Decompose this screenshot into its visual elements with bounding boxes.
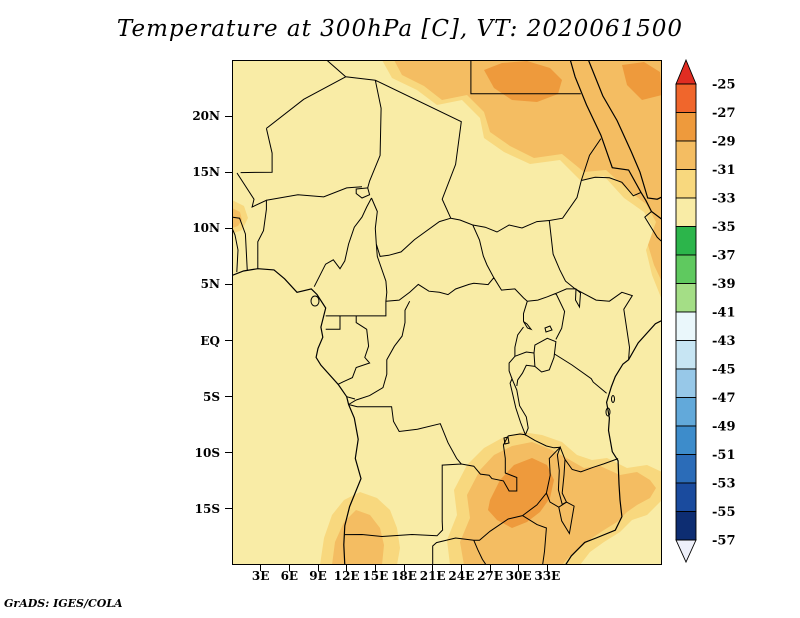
lon-tick-mark [374, 565, 376, 571]
colorbar-segment [675, 283, 697, 313]
lake-albert [523, 321, 533, 331]
lon-tick-label: 12E [333, 569, 360, 583]
lat-tick-label: EQ [200, 333, 220, 348]
lat-tick-label: 15N [192, 165, 220, 180]
lat-tick-mark [225, 340, 232, 342]
colorbar-tick-label: -55 [712, 505, 736, 520]
colorbar-top-arrow [675, 58, 697, 85]
colorbar-tick-label: -33 [712, 192, 736, 207]
lat-tick-label: 5S [202, 389, 220, 404]
colorbar-tick-label: -25 [712, 78, 736, 93]
colorbar-segment [675, 368, 697, 398]
lon-tick-mark [432, 565, 434, 571]
colorbar-tick-label: -49 [712, 420, 736, 435]
colorbar-tick-label: -35 [712, 220, 736, 235]
colorbar-tick-label: -43 [712, 334, 736, 349]
lat-tick-mark [225, 396, 232, 398]
colorbar-segment [675, 454, 697, 484]
coastline-path [232, 60, 662, 565]
lat-tick-mark [225, 283, 232, 285]
lon-tick-label: 27E [477, 569, 503, 583]
lake-victoria [533, 337, 557, 373]
lon-tick-label: 30E [505, 569, 532, 583]
lat-tick-mark [225, 171, 232, 173]
colorbar-tick-label: -31 [712, 163, 736, 178]
lon-tick-label: 24E [448, 569, 475, 583]
lon-tick-mark [346, 565, 348, 571]
colorbar-segment [675, 425, 697, 455]
colorbar-segment [675, 397, 697, 427]
lon-tick-mark [288, 565, 290, 571]
lon-tick-label: 18E [391, 569, 417, 583]
lon-tick-mark [403, 565, 405, 571]
colorbar: -25 -27 -29 -31 -33 -35 -37 -39 -41 -43 -45 -47 -49 -… [675, 58, 736, 564]
colorbar-segment [675, 169, 697, 199]
lake-turkana [574, 287, 582, 309]
lon-tick-label: 21E [419, 569, 446, 583]
lon-tick-label: 15E [362, 569, 389, 583]
lon-tick-mark [460, 565, 462, 571]
lat-tick-label: 10S [194, 445, 220, 460]
colorbar-segment [675, 311, 697, 341]
colorbar-segment [675, 140, 697, 170]
lat-tick-mark [225, 508, 232, 510]
colorbar-tick-label: -41 [712, 306, 736, 321]
lon-tick-mark [489, 565, 491, 571]
map-canvas [232, 60, 662, 565]
lake-chad [355, 187, 371, 199]
lon-tick-mark [317, 565, 319, 571]
colorbar-segment [675, 482, 697, 512]
colorbar-segment [675, 340, 697, 370]
colorbar-tick-label: -53 [712, 477, 736, 492]
colorbar-tick-label: -57 [712, 534, 736, 549]
lon-tick-label: 6E [280, 569, 299, 583]
map-frame [232, 60, 662, 565]
colorbar-segment [675, 83, 697, 113]
temp-band-27-29 [484, 61, 662, 528]
lat-tick-mark [225, 452, 232, 454]
lat-tick-mark [225, 115, 232, 117]
colorbar-tick-label: -45 [712, 363, 736, 378]
colorbar-tick-label: -47 [712, 391, 736, 406]
colorbar-tick-label: -51 [712, 448, 736, 463]
lake-kyoga [544, 325, 553, 333]
colorbar-segment [675, 112, 697, 142]
bioko-island [310, 295, 320, 307]
lon-tick-mark [518, 565, 520, 571]
colorbar-segment [675, 511, 697, 541]
colorbar-tick-label: -37 [712, 249, 736, 264]
page-title: Temperature at 300hPa [C], VT: 202006150… [116, 16, 684, 42]
lon-tick-mark [260, 565, 262, 571]
lat-tick-mark [225, 227, 232, 229]
colorbar-tick-label: -39 [712, 277, 736, 292]
lat-tick-label: 15S [194, 501, 220, 516]
lat-tick-label: 20N [192, 109, 220, 124]
lat-tick-label: 10N [192, 221, 220, 236]
colorbar-tick-label: -27 [712, 106, 736, 121]
country-borders-path [232, 60, 662, 565]
lon-tick-label: 33E [534, 569, 561, 583]
lon-tick-mark [546, 565, 548, 571]
pemba-island [611, 395, 615, 403]
lat-tick-label: 5N [200, 277, 220, 292]
colorbar-segment [675, 226, 697, 256]
lon-tick-label: 9E [309, 569, 327, 583]
attribution-text: GrADS: IGES/COLA [4, 597, 123, 610]
lon-tick-label: 3E [251, 569, 270, 583]
colorbar-bottom-arrow [675, 539, 697, 564]
colorbar-segment [675, 197, 697, 227]
colorbar-tick-label: -29 [712, 135, 736, 150]
colorbar-segment [675, 254, 697, 284]
